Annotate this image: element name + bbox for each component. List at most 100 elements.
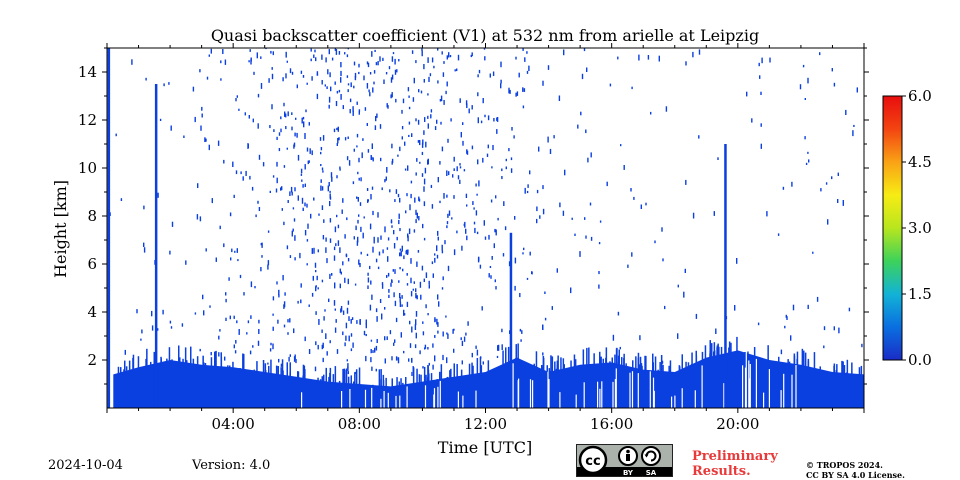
noise-pixel <box>452 174 454 178</box>
noise-pixel <box>333 300 336 306</box>
noise-pixel <box>312 275 314 281</box>
noise-pixel <box>417 119 420 125</box>
noise-pixel <box>317 344 319 350</box>
noise-pixel <box>330 172 333 178</box>
noise-pixel <box>378 251 381 256</box>
noise-pixel <box>376 339 378 343</box>
boundary-layer-spike <box>239 368 241 371</box>
noise-pixel <box>471 145 474 150</box>
noise-pixel <box>399 267 401 270</box>
noise-pixel <box>459 163 461 166</box>
noise-pixel <box>547 136 549 143</box>
noise-pixel <box>511 127 513 131</box>
noise-pixel <box>278 358 280 363</box>
noise-pixel <box>428 76 430 82</box>
noise-pixel <box>289 68 292 74</box>
noise-pixel <box>200 125 202 131</box>
noise-pixel <box>250 59 252 65</box>
noise-pixel <box>715 328 717 334</box>
noise-pixel <box>370 339 373 342</box>
noise-pixel <box>442 276 444 281</box>
noise-pixel <box>265 48 267 50</box>
boundary-layer-spike <box>303 365 306 380</box>
noise-pixel <box>478 180 480 187</box>
noise-pixel <box>848 307 851 312</box>
noise-pixel <box>199 348 201 352</box>
noise-pixel <box>297 300 299 304</box>
noise-pixel <box>833 82 836 87</box>
noise-pixel <box>397 193 400 198</box>
noise-pixel <box>497 217 499 221</box>
boundary-layer-spike <box>382 380 385 388</box>
noise-pixel <box>523 247 525 251</box>
noise-pixel <box>503 201 505 206</box>
boundary-layer-spike <box>354 372 356 386</box>
noise-pixel <box>294 132 296 137</box>
noise-pixel <box>462 140 464 146</box>
noise-pixel <box>342 331 344 336</box>
noise-pixel <box>760 143 762 149</box>
noise-pixel <box>454 69 456 72</box>
noise-pixel <box>427 123 429 129</box>
noise-pixel <box>365 319 367 325</box>
noise-pixel <box>488 273 490 278</box>
noise-pixel <box>281 186 283 191</box>
boundary-layer-spike <box>843 365 846 375</box>
cloud-column <box>154 84 158 408</box>
noise-pixel <box>759 75 761 79</box>
noise-pixel <box>276 161 278 167</box>
noise-pixel <box>293 144 295 149</box>
noise-pixel <box>496 355 499 358</box>
noise-pixel <box>371 366 373 371</box>
boundary-layer-spike <box>560 357 562 372</box>
noise-pixel <box>422 331 425 336</box>
noise-pixel <box>399 228 401 232</box>
noise-pixel <box>357 171 359 175</box>
noise-pixel <box>252 345 254 348</box>
boundary-layer-spike <box>277 366 279 376</box>
boundary-layer-spike <box>803 350 805 368</box>
noise-pixel <box>367 62 370 68</box>
noise-pixel <box>529 170 531 175</box>
noise-pixel <box>598 284 600 289</box>
noise-pixel <box>845 109 847 115</box>
noise-pixel <box>345 322 348 329</box>
noise-pixel <box>574 233 576 236</box>
noise-pixel <box>661 360 664 364</box>
noise-pixel <box>327 185 329 192</box>
noise-pixel <box>350 82 352 88</box>
noise-pixel <box>185 260 187 265</box>
cloud-column <box>724 144 727 408</box>
noise-pixel <box>326 351 328 356</box>
noise-pixel <box>249 175 251 180</box>
noise-pixel <box>425 272 428 278</box>
noise-pixel <box>347 278 349 285</box>
signal-gap <box>601 381 603 408</box>
noise-pixel <box>360 226 362 232</box>
noise-pixel <box>442 354 444 361</box>
noise-pixel <box>427 347 429 350</box>
noise-pixel <box>528 65 530 71</box>
signal-gap <box>755 358 757 408</box>
svg-text:cc: cc <box>585 454 600 469</box>
noise-pixel <box>447 138 449 143</box>
cc-license-badge[interactable]: cc BY SA <box>576 444 673 477</box>
noise-pixel <box>143 247 146 253</box>
boundary-layer-spike <box>556 360 559 373</box>
noise-pixel <box>477 257 480 263</box>
noise-pixel <box>388 294 390 298</box>
noise-pixel <box>300 168 303 174</box>
noise-pixel <box>340 271 342 275</box>
noise-pixel <box>371 51 373 57</box>
noise-pixel <box>407 233 409 238</box>
noise-pixel <box>337 138 339 144</box>
noise-pixel <box>790 335 792 341</box>
noise-pixel <box>751 118 753 123</box>
noise-pixel <box>294 235 296 241</box>
noise-pixel <box>249 49 251 52</box>
noise-pixel <box>861 343 863 348</box>
noise-pixel <box>438 301 440 307</box>
noise-pixel <box>514 216 516 220</box>
noise-pixel <box>321 329 323 333</box>
noise-pixel <box>269 348 272 352</box>
